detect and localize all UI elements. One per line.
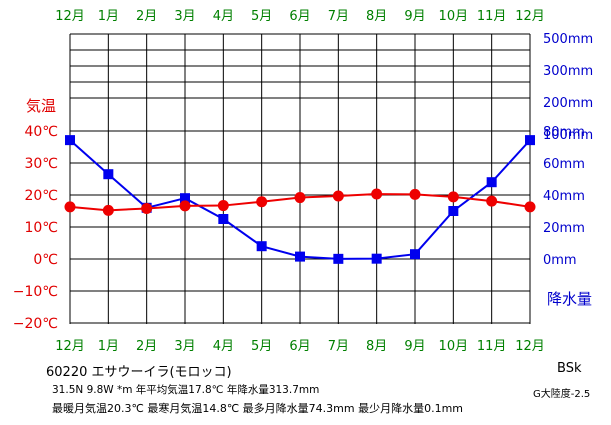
temperature-series [64, 188, 536, 216]
precipitation-point [65, 135, 75, 146]
precipitation-point [180, 193, 190, 204]
precipitation-tick-label: 60mm [543, 157, 585, 172]
temperature-point [371, 188, 383, 200]
temperature-tick-label: 0℃ [33, 252, 58, 268]
temperature-point [409, 188, 421, 200]
temperature-point [256, 196, 268, 208]
climate-chart: 12月 1月 2月 3月 4月 5月 6月 7月 8月 9月 10月 11月 12月 12月 1月 2月 3月… [13, 9, 593, 354]
top-month-label: 7月 [328, 9, 349, 24]
temperature-tick-labels: 40℃ 30℃ 20℃ 10℃ 0℃ −10℃ −20℃ [13, 124, 58, 332]
top-month-label: 2月 [136, 9, 157, 24]
precipitation-tick-label: 300mm [543, 64, 593, 79]
temperature-point [179, 200, 191, 212]
bottom-month-label: 9月 [404, 339, 425, 354]
precipitation-tick-label: 20mm [543, 221, 585, 236]
top-month-label: 10月 [439, 9, 469, 24]
top-month-label: 12月 [515, 9, 545, 24]
bottom-month-label: 12月 [55, 339, 85, 354]
temperature-point [524, 201, 536, 213]
temperature-point [294, 192, 306, 204]
precipitation-point [410, 249, 420, 260]
temperature-point [141, 202, 153, 214]
bottom-month-label: 5月 [251, 339, 272, 354]
temperature-point [64, 201, 76, 213]
temperature-point [217, 200, 229, 212]
top-month-label: 6月 [289, 9, 310, 24]
precipitation-tick-label: 80mm [543, 125, 585, 140]
bottom-month-label: 11月 [477, 339, 507, 354]
top-month-label: 12月 [55, 9, 85, 24]
temperature-tick-label: −10℃ [13, 284, 58, 300]
top-month-label: 9月 [404, 9, 425, 24]
precipitation-point [256, 241, 267, 252]
continentality-index: G大陸度-2.5 [533, 389, 591, 400]
precipitation-point [103, 169, 114, 180]
bottom-month-label: 7月 [328, 339, 349, 354]
bottom-month-label: 2月 [136, 339, 157, 354]
precipitation-point [218, 214, 229, 224]
precipitation-point [448, 206, 459, 216]
precipitation-point [525, 135, 535, 146]
bottom-month-label: 10月 [439, 339, 469, 354]
temperature-tick-label: 10℃ [24, 220, 58, 236]
top-month-label: 1月 [98, 9, 119, 24]
temperature-point [486, 195, 498, 207]
top-month-label: 5月 [251, 9, 272, 24]
top-month-labels: 12月 1月 2月 3月 4月 5月 6月 7月 8月 9月 10月 11月 12月 [55, 9, 545, 24]
precipitation-axis-title: 降水量 [547, 290, 592, 308]
top-month-label: 4月 [213, 9, 234, 24]
precipitation-point [486, 177, 497, 188]
grid-lines [69, 33, 531, 324]
bottom-month-label: 8月 [366, 339, 387, 354]
temperature-tick-label: 20℃ [24, 188, 58, 204]
temperature-point [102, 204, 114, 216]
precipitation-point [295, 251, 305, 262]
bottom-month-label: 12月 [515, 339, 545, 354]
bottom-month-label: 3月 [174, 339, 195, 354]
precipitation-tick-label: 200mm [543, 96, 593, 111]
station-name: 60220 エサウーイラ(モロッコ) [46, 365, 232, 380]
climate-class: BSk [557, 361, 582, 376]
temperature-tick-label: −20℃ [13, 316, 58, 332]
bottom-month-labels: 12月 1月 2月 3月 4月 5月 6月 7月 8月 9月 10月 11月 12月 [55, 339, 545, 354]
precipitation-point [333, 253, 344, 264]
temperature-tick-label: 30℃ [24, 156, 58, 172]
top-month-label: 8月 [366, 9, 387, 24]
station-summary-line: 31.5N 9.8W *m 年平均気温17.8℃ 年降水量313.7mm [52, 384, 320, 396]
bottom-month-label: 4月 [213, 339, 234, 354]
precipitation-tick-label: 40mm [543, 189, 585, 204]
bottom-month-label: 6月 [289, 339, 310, 354]
temperature-point [447, 191, 459, 203]
precipitation-point [371, 253, 382, 264]
temperature-axis-title: 気温 [26, 97, 56, 115]
top-month-label: 11月 [477, 9, 507, 24]
station-extremes-line: 最暖月気温20.3℃ 最寒月気温14.8℃ 最多月降水量74.3mm 最少月降水… [52, 402, 464, 415]
bottom-month-label: 1月 [98, 339, 119, 354]
precipitation-tick-label: 500mm [543, 32, 593, 47]
temperature-tick-label: 40℃ [24, 124, 58, 140]
temperature-point [332, 190, 344, 202]
top-month-label: 3月 [174, 9, 195, 24]
precipitation-tick-label: 100mm [543, 128, 593, 143]
precipitation-tick-label: 0mm [543, 253, 577, 268]
